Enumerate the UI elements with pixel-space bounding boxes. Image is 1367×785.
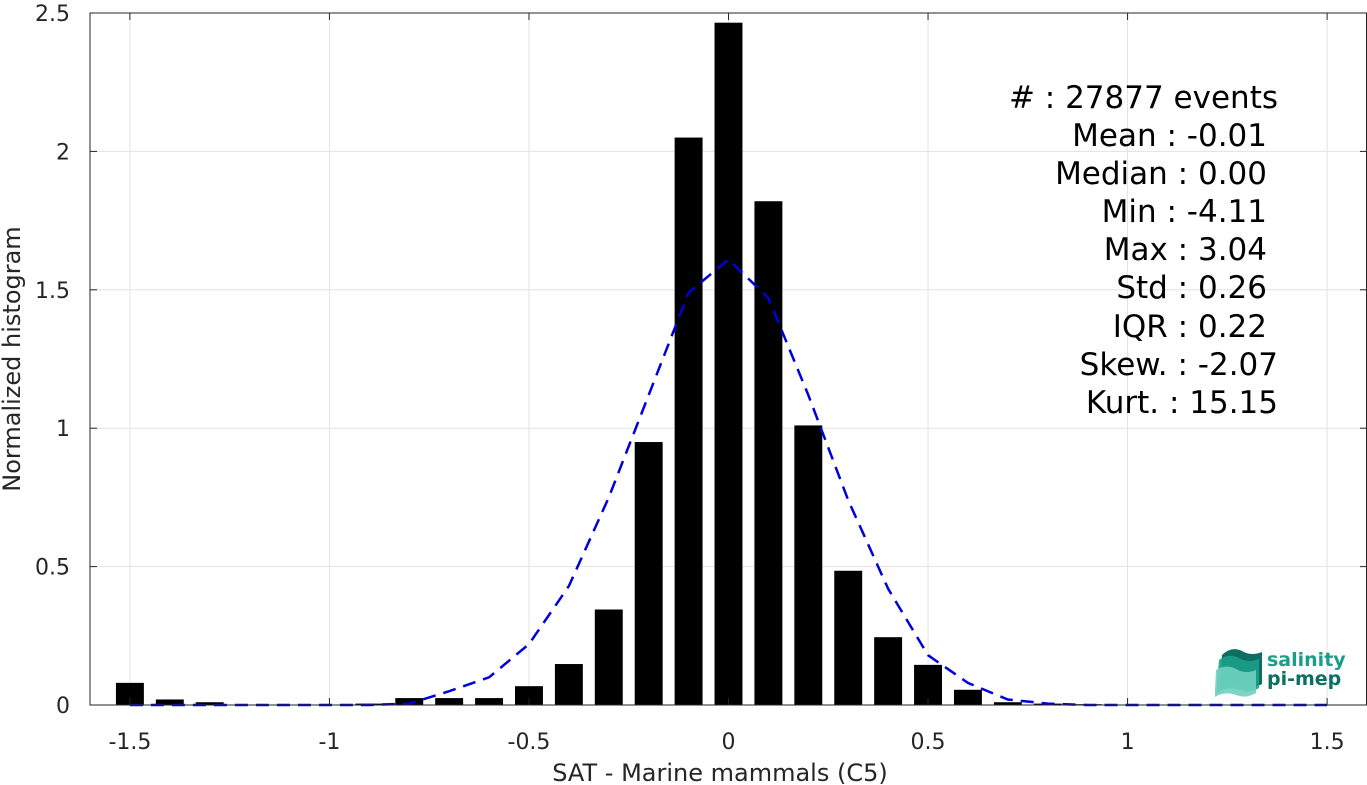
stats-min: Min : -4.11	[1102, 194, 1267, 230]
salinity-pi-mep-logo: salinity pi-mep	[1215, 649, 1346, 697]
x-tick-labels: -1.5 -1 -0.5 0 0.5 1 1.5	[108, 730, 1344, 755]
stats-box: # : 27877 events Mean : -0.01 Median : 0…	[1009, 80, 1278, 421]
histogram-bar	[953, 689, 982, 705]
histogram-bar	[554, 664, 583, 705]
stats-iqr: IQR : 0.22	[1113, 309, 1267, 345]
logo-text-pi-mep: pi-mep	[1267, 668, 1341, 690]
histogram-bar	[475, 698, 504, 705]
histogram-bar	[714, 22, 743, 706]
x-tick-label: 1	[1121, 730, 1135, 755]
stats-kurt: Kurt. : 15.15	[1086, 385, 1278, 421]
histogram-bar	[435, 698, 464, 705]
histogram-bar	[674, 137, 703, 705]
stats-skew: Skew. : -2.07	[1080, 347, 1278, 383]
histogram-bar	[395, 698, 424, 705]
x-tick-label: -1.5	[108, 730, 151, 755]
histogram-bar	[993, 702, 1022, 705]
y-tick-label: 1	[56, 417, 70, 442]
x-tick-label: -0.5	[508, 730, 551, 755]
salinity-wave-icon	[1215, 649, 1262, 697]
logo-text-salinity: salinity	[1267, 649, 1346, 671]
stats-median: Median : 0.00	[1055, 156, 1267, 192]
y-tick-label: 0.5	[35, 556, 70, 581]
histogram-bar	[195, 702, 224, 705]
x-tick-label: 0	[722, 730, 736, 755]
stats-max: Max : 3.04	[1104, 232, 1267, 268]
y-tick-labels: 0 0.5 1 1.5 2 2.5	[35, 2, 70, 719]
histogram-bar	[634, 442, 663, 705]
stats-mean: Mean : -0.01	[1072, 118, 1267, 154]
y-tick-label: 1.5	[35, 279, 70, 304]
stats-std: Std : 0.26	[1116, 270, 1267, 306]
histogram-bar	[115, 682, 144, 705]
x-tick-label: 0.5	[911, 730, 946, 755]
stats-count: # : 27877 events	[1009, 80, 1278, 116]
y-axis-label: Normalized histogram	[0, 226, 26, 491]
histogram-bar	[155, 699, 184, 705]
histogram-bar	[794, 425, 823, 705]
histogram-bar	[515, 686, 543, 705]
histogram-bars	[115, 22, 1102, 706]
histogram-bar	[874, 637, 903, 705]
x-axis-label: SAT - Marine mammals (C5)	[552, 759, 887, 785]
x-tick-label: -1	[318, 730, 340, 755]
y-tick-label: 2	[56, 140, 70, 165]
y-tick-label: 2.5	[35, 2, 70, 27]
histogram-bar	[594, 609, 623, 705]
y-tick-label: 0	[56, 694, 70, 719]
histogram-bar	[834, 570, 863, 705]
histogram-bar	[754, 201, 783, 705]
axis-ticks	[90, 12, 1367, 706]
x-tick-label: 1.5	[1310, 730, 1345, 755]
